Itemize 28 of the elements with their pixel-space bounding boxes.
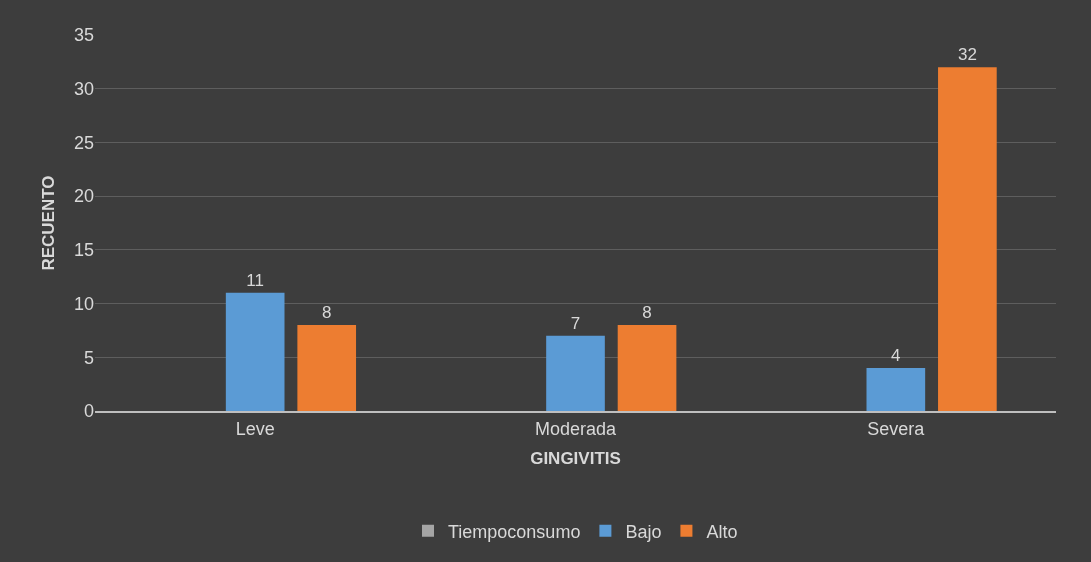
x-tick-label: Moderada (534, 418, 618, 439)
x-tick-label: Severa (867, 418, 926, 439)
y-axis-title: RECUENTO (38, 175, 58, 271)
data-label: 32 (957, 45, 977, 65)
legend-label: Alto (706, 521, 738, 542)
data-label: 7 (570, 313, 581, 333)
bar (866, 368, 926, 411)
y-tick-label: 35 (73, 25, 94, 46)
data-label: 4 (891, 346, 901, 366)
bar (297, 325, 357, 411)
y-tick-label: 25 (73, 132, 94, 153)
x-axis-title: GINGIVITIS (530, 449, 621, 469)
data-label: 8 (642, 303, 652, 323)
bar (938, 67, 997, 411)
bar (617, 325, 677, 411)
y-tick-label: 5 (83, 347, 94, 368)
x-tick-label: Leve (235, 418, 275, 439)
bar (546, 335, 605, 411)
y-tick-label: 20 (73, 186, 94, 207)
y-tick-label: 0 (83, 401, 94, 422)
bar (225, 292, 285, 411)
y-tick-label: 10 (73, 293, 94, 314)
data-label: 8 (321, 303, 332, 323)
legend-label: Tiempoconsumo (448, 521, 581, 542)
data-label: 11 (246, 270, 264, 290)
legend-label: Bajo (625, 521, 662, 542)
y-tick-label: 30 (73, 79, 94, 100)
y-tick-label: 15 (73, 240, 94, 261)
